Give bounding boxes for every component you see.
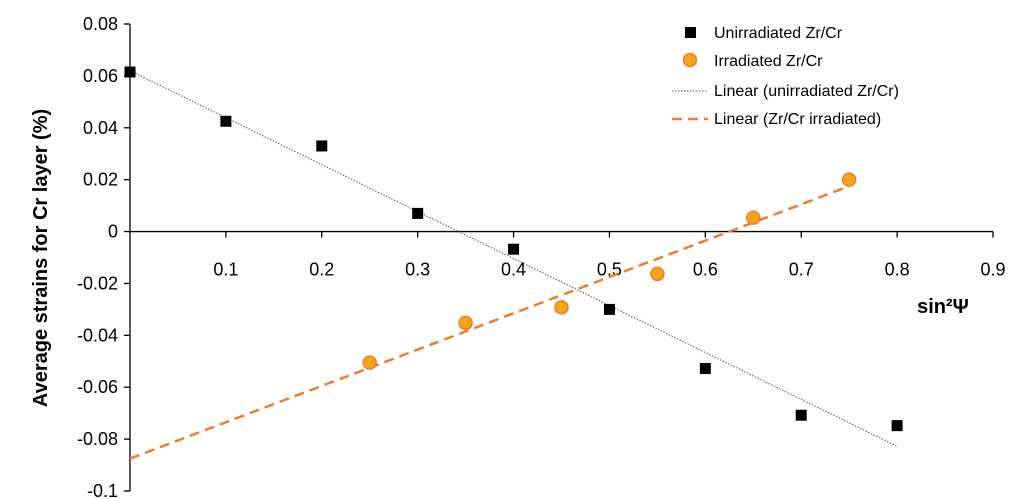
- x-tick-label: 0.6: [693, 260, 718, 280]
- trendlines: [129, 70, 898, 460]
- point-irradiated: [458, 315, 473, 331]
- legend: Unirradiated Zr/Cr Irradiated Zr/Cr Line…: [672, 25, 899, 128]
- x-tick-label: 0.8: [885, 260, 910, 280]
- y-tick-label: 0.08: [83, 14, 118, 34]
- y-tick-label: 0.04: [83, 118, 118, 138]
- point-unirradiated: [699, 363, 711, 375]
- x-axis: 0.1 0.2 0.3 0.4 0.5 0.6 0.7 0.8 0.9: [130, 230, 1006, 280]
- data-points: [124, 66, 903, 432]
- point-irradiated: [650, 266, 665, 282]
- legend-label-unirradiated: Unirradiated Zr/Cr: [714, 25, 843, 42]
- y-tick-label: 0.06: [83, 66, 118, 86]
- y-tick-label: 0.02: [83, 170, 118, 190]
- legend-marker-unirradiated: [685, 27, 696, 38]
- x-tick-label: 0.7: [789, 260, 814, 280]
- y-tick-label: -0.04: [77, 325, 118, 345]
- point-irradiated: [554, 300, 569, 315]
- point-unirradiated: [220, 115, 232, 127]
- y-tick-label: 0: [108, 222, 118, 242]
- point-unirradiated: [891, 420, 903, 432]
- y-axis-title: Average strains for Cr layer (%): [30, 109, 52, 407]
- point-unirradiated: [316, 140, 328, 152]
- point-unirradiated: [412, 207, 424, 219]
- trendline-unirradiated: [129, 70, 898, 447]
- point-irradiated: [746, 210, 761, 226]
- y-axis: 0.08 0.06 0.04 0.02 0 -0.02 -0.04 -0.06 -0.08 -0.…: [77, 14, 131, 499]
- x-tick-label: 0.1: [213, 260, 238, 280]
- point-unirradiated: [603, 303, 615, 315]
- point-unirradiated: [795, 409, 807, 421]
- point-unirradiated: [124, 66, 136, 78]
- y-tick-label: -0.08: [77, 429, 118, 449]
- y-tick-label: -0.02: [77, 273, 118, 293]
- point-irradiated: [841, 172, 857, 187]
- x-tick-label: 0.9: [980, 260, 1005, 280]
- x-tick-label: 0.4: [501, 260, 526, 280]
- legend-label-linear-irradiated: Linear (Zr/Cr irradiated): [714, 111, 881, 128]
- trendline-irradiated: [129, 184, 850, 460]
- x-axis-title: sin²Ψ: [917, 296, 969, 318]
- legend-label-linear-unirradiated: Linear (unirradiated Zr/Cr): [714, 83, 899, 100]
- x-tick-label: 0.2: [309, 260, 334, 280]
- legend-marker-irradiated: [682, 52, 698, 68]
- legend-label-irradiated: Irradiated Zr/Cr: [714, 53, 823, 70]
- y-tick-label: -0.06: [77, 377, 118, 397]
- point-unirradiated: [508, 243, 520, 255]
- y-tick-label: -0.1: [87, 481, 118, 499]
- point-irradiated: [362, 355, 377, 370]
- x-tick-label: 0.3: [405, 260, 430, 280]
